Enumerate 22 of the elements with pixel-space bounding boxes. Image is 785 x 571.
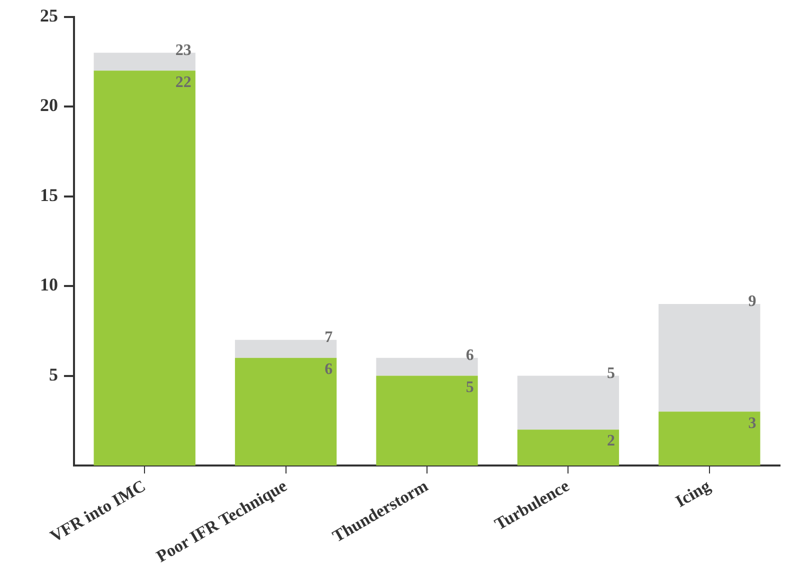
y-tick-label: 10	[40, 274, 58, 295]
y-tick-label: 15	[40, 184, 58, 205]
bar	[234, 358, 337, 466]
bar	[517, 430, 620, 466]
bar	[658, 412, 760, 466]
y-tick-label: 5	[49, 364, 58, 384]
bar	[376, 376, 478, 466]
bar	[94, 70, 196, 466]
total-label: 23	[175, 42, 192, 59]
data-label: 6	[324, 360, 333, 378]
y-tick-label: 20	[40, 95, 58, 116]
data-label: 3	[748, 414, 756, 432]
total-label: 7	[324, 329, 333, 346]
data-label: 2	[607, 432, 616, 450]
total-label: 9	[748, 293, 756, 310]
y-tick-label: 25	[40, 5, 58, 26]
data-label: 22	[175, 74, 192, 91]
total-label: 5	[607, 364, 616, 382]
x-tick-label: Icing	[672, 476, 714, 512]
data-label: 5	[466, 378, 474, 396]
x-tick-label: VFR into IMC	[46, 476, 149, 546]
total-label: 6	[466, 346, 474, 364]
